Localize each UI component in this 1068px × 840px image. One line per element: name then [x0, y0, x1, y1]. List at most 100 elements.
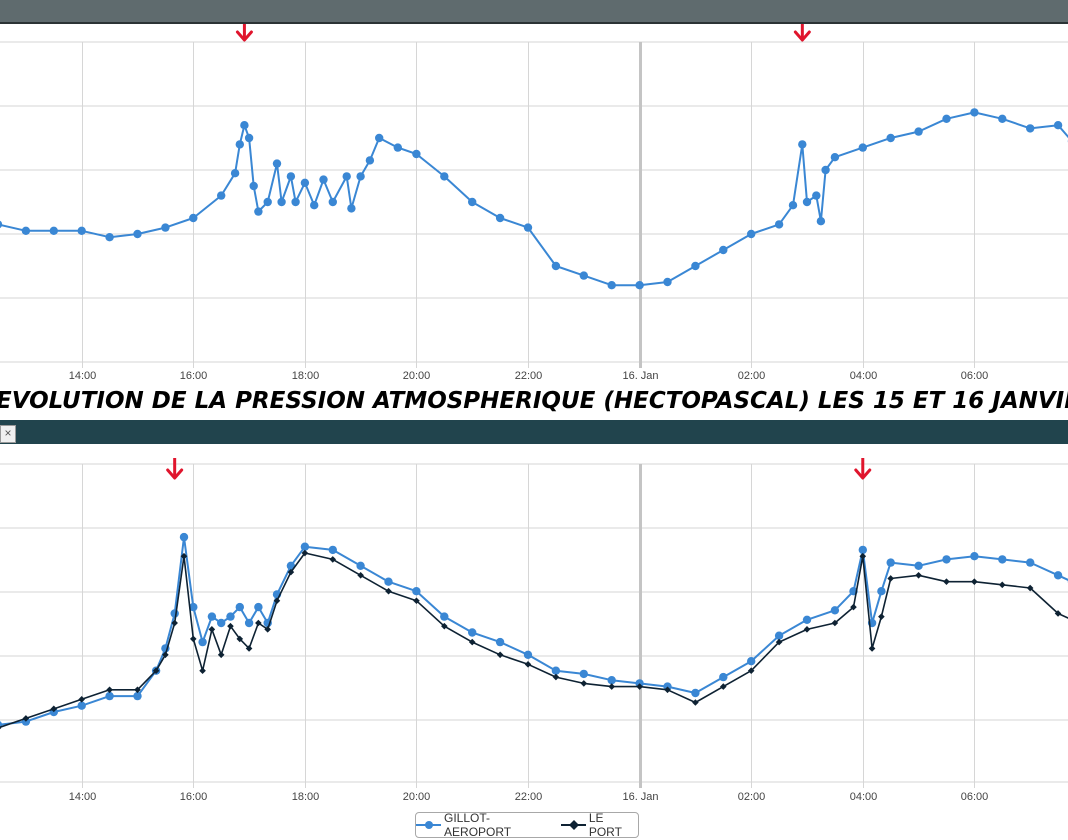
data-point-gillot-aeroport [970, 552, 979, 561]
data-point-gillot-aeroport [886, 558, 895, 567]
data-point-gillot-aeroport [375, 133, 384, 143]
data-point-gillot-aeroport [998, 114, 1007, 124]
series-line-gillot-aeroport [0, 111, 1068, 287]
data-point-gillot-aeroport [1026, 124, 1035, 133]
data-point-le-port [850, 603, 857, 611]
pressure-chart-top-svg: 14:00 16:00 18:00 20:00 22:00 16. Jan 02:00 04:… [0, 24, 1068, 382]
chart-title: EVOLUTION DE LA PRESSION ATMOSPHERIQUE (… [0, 388, 1068, 414]
data-point-le-port [357, 572, 364, 579]
x-tick-label: 22:00 [515, 791, 543, 803]
legend-item-le-port[interactable]: LE PORT [560, 811, 638, 839]
data-point-le-port [868, 645, 876, 652]
red-arrow-icon [793, 24, 811, 42]
data-point-le-port [915, 572, 922, 579]
data-point-le-port [162, 651, 169, 659]
data-point-gillot-aeroport [942, 555, 951, 564]
red-arrow-icon [166, 458, 184, 480]
legend-label-gillot: GILLOT-AEROPORT [444, 811, 512, 839]
x-tick-label: 16. Jan [622, 791, 658, 803]
data-point-gillot-aeroport [342, 172, 351, 181]
data-point-gillot-aeroport [170, 609, 179, 618]
data-point-le-port [468, 638, 476, 646]
data-point-le-port [580, 680, 588, 687]
data-point-gillot-aeroport [523, 223, 533, 232]
data-point-gillot-aeroport [384, 577, 393, 586]
close-icon[interactable]: × [0, 425, 16, 443]
data-point-gillot-aeroport [942, 114, 951, 124]
data-point-le-port [301, 549, 309, 557]
data-point-gillot-aeroport [774, 631, 784, 640]
data-point-gillot-aeroport [523, 650, 533, 659]
red-arrow-head [166, 468, 184, 480]
data-point-gillot-aeroport [877, 587, 886, 596]
data-point-gillot-aeroport [774, 220, 784, 229]
data-point-le-port [1054, 610, 1062, 617]
data-point-gillot-aeroport [105, 233, 114, 242]
data-point-le-port [208, 626, 216, 633]
red-arrow-head [854, 468, 872, 480]
pressure-chart-bottom: 14:00 16:00 18:00 20:00 22:00 16. Jan 02:00 04:… [0, 446, 1068, 810]
data-point-gillot-aeroport [133, 229, 142, 239]
data-point-gillot-aeroport [551, 666, 561, 675]
chart-legend: GILLOT-AEROPORT LE PORT [415, 811, 639, 839]
data-point-gillot-aeroport [356, 561, 365, 570]
series-line-gillot-aeroport [0, 536, 1068, 726]
middle-window-bar [0, 420, 1068, 444]
x-tick-label: 14:00 [69, 791, 97, 803]
x-tick-label: 20:00 [403, 791, 431, 803]
data-point-gillot-aeroport [230, 169, 240, 178]
legend-item-gillot[interactable]: GILLOT-AEROPORT [416, 811, 553, 839]
data-point-gillot-aeroport [272, 159, 282, 168]
data-point-gillot-aeroport [691, 688, 700, 698]
data-point-gillot-aeroport [1026, 558, 1035, 567]
data-point-le-port [496, 651, 504, 659]
data-point-gillot-aeroport [691, 261, 700, 271]
diamond-marker-icon [560, 820, 586, 830]
x-tick-label: 22:00 [515, 370, 543, 382]
data-point-gillot-aeroport [0, 220, 3, 229]
data-point-gillot-aeroport [21, 226, 31, 235]
data-point-gillot-aeroport [328, 197, 337, 207]
data-point-gillot-aeroport [495, 213, 505, 223]
data-point-gillot-aeroport [812, 191, 821, 200]
data-point-gillot-aeroport [286, 172, 296, 181]
data-point-gillot-aeroport [607, 676, 616, 685]
data-point-le-port [664, 686, 671, 694]
data-point-gillot-aeroport [254, 602, 263, 612]
data-point-le-port [0, 726, 2, 730]
x-tick-label: 02:00 [738, 791, 766, 803]
data-point-gillot-aeroport [300, 178, 310, 187]
data-point-gillot-aeroport [77, 701, 86, 710]
data-point-gillot-aeroport [914, 561, 923, 570]
data-point-le-port [264, 626, 271, 633]
data-point-gillot-aeroport [719, 672, 728, 682]
data-point-le-port [180, 552, 188, 560]
data-point-le-port [859, 552, 867, 560]
data-point-gillot-aeroport [207, 612, 217, 621]
x-tick-label: 06:00 [961, 370, 989, 382]
data-point-gillot-aeroport [226, 612, 235, 621]
data-point-le-port [134, 686, 141, 694]
data-point-gillot-aeroport [495, 637, 505, 647]
data-point-le-port [608, 683, 616, 690]
data-point-gillot-aeroport [914, 127, 923, 136]
data-point-gillot-aeroport [886, 133, 895, 143]
data-point-gillot-aeroport [244, 618, 254, 628]
data-point-le-port [524, 661, 532, 668]
series-line-le-port [0, 552, 1068, 729]
data-point-le-port [971, 578, 978, 585]
data-point-gillot-aeroport [189, 602, 198, 612]
data-point-gillot-aeroport [607, 281, 616, 290]
x-tick-label: 18:00 [292, 370, 320, 382]
data-point-gillot-aeroport [579, 669, 588, 679]
data-point-le-port [329, 556, 337, 563]
data-point-gillot-aeroport [291, 197, 300, 207]
data-point-gillot-aeroport [468, 628, 477, 637]
data-point-gillot-aeroport [579, 271, 588, 280]
data-point-le-port [552, 673, 560, 681]
data-point-gillot-aeroport [217, 191, 226, 200]
data-point-le-port [227, 622, 234, 630]
data-point-le-port [692, 699, 699, 706]
data-point-gillot-aeroport [970, 108, 979, 117]
data-point-le-port [719, 683, 727, 690]
